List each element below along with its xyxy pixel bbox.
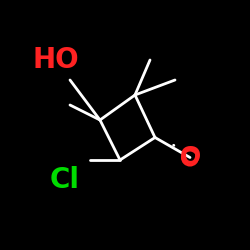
Text: HO: HO	[32, 46, 79, 74]
Text: Cl: Cl	[50, 166, 80, 194]
Text: O: O	[180, 146, 201, 170]
